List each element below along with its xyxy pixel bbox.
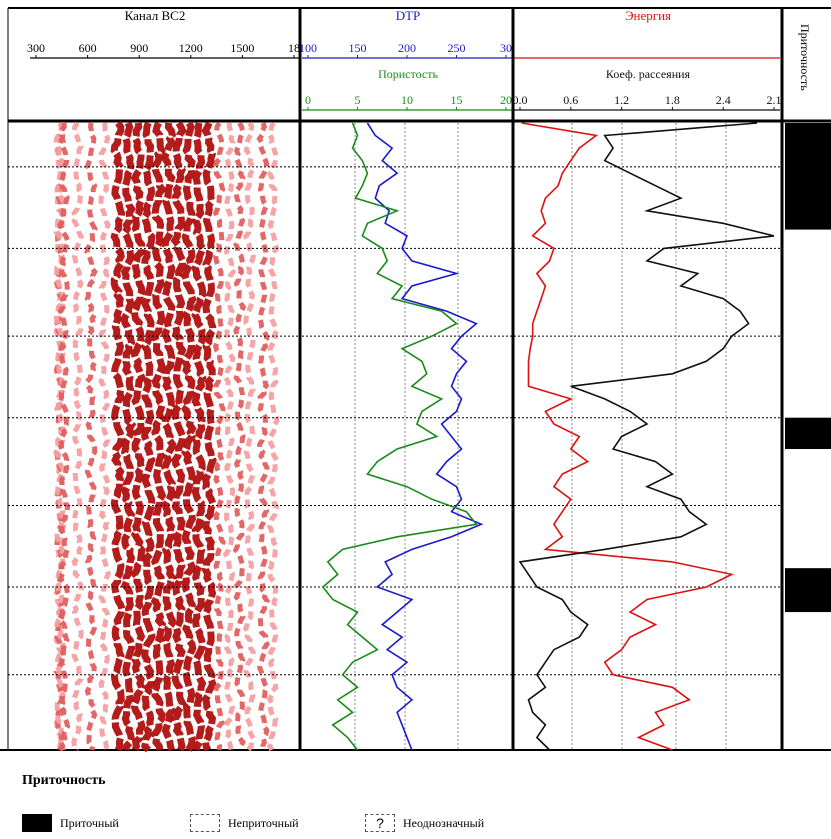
porosity-tick-label: 5 <box>355 93 361 107</box>
track4-title: Приточность <box>798 24 812 91</box>
scatter-coef-tick-label: 2.1 <box>767 93 782 107</box>
track1-tick-label: 300 <box>27 41 45 55</box>
scatter-coef-tick-label: 0.0 <box>513 93 528 107</box>
waveform-trace <box>232 121 247 751</box>
waveform-trace <box>150 121 167 751</box>
legend-label-ambiguous: Неоднозначный <box>403 815 485 830</box>
track1-tick-label: 600 <box>79 41 97 55</box>
track1-tick-label: 1200 <box>179 41 203 55</box>
waveform-trace <box>170 121 187 752</box>
track1-tick-label: 18 <box>288 41 300 55</box>
porosity-tick-label: 10 <box>401 93 413 107</box>
waveform-trace <box>161 122 177 751</box>
dtp-tick-label: 150 <box>349 41 367 55</box>
dtp-tick-label: 200 <box>398 41 416 55</box>
scatter-coef-tick-label: 0.6 <box>563 93 578 107</box>
legend-swatch-ambiguous: ? <box>365 814 395 832</box>
scatter-coef-tick-label: 1.2 <box>614 93 629 107</box>
inflow-interval <box>785 417 831 450</box>
waveform-trace <box>110 121 126 752</box>
waveform-trace <box>57 122 71 752</box>
legend-swatch-inflow <box>22 814 52 832</box>
legend-item-no-inflow: Неприточный <box>190 813 299 833</box>
porosity-curve <box>321 122 478 751</box>
track2-bottom-title: Пористость <box>378 67 438 81</box>
track1-tick-label: 1500 <box>230 41 254 55</box>
legend-label-no-inflow: Неприточный <box>228 815 299 830</box>
log-tracks: 300 600 900 1200 1500 18 100 150 200 250 300 5 10 15 2… <box>0 7 831 753</box>
track1-title: Канал ВС2 <box>125 8 186 23</box>
dtp-curve <box>366 122 484 751</box>
energy-curve <box>521 122 735 751</box>
inflow-interval <box>785 568 831 613</box>
track3-top-title: Энергия <box>625 8 671 23</box>
legend-label-inflow: Приточный <box>60 815 119 830</box>
dtp-tick-label: 30 <box>500 41 512 55</box>
track2-top-title: DTP <box>396 8 421 23</box>
waveform-trace <box>191 122 207 751</box>
waveform-trace <box>140 121 156 753</box>
waveform-trace <box>70 121 85 752</box>
inflow-interval <box>785 123 831 230</box>
scatter-coef-tick-label: 1.8 <box>665 93 680 107</box>
waveform-trace <box>256 122 271 751</box>
waveform-trace <box>222 122 237 751</box>
scatter-coef-curve <box>518 122 775 751</box>
track3-bottom-title: Коеф. рассеяния <box>606 67 691 81</box>
dtp-tick-label: 250 <box>448 41 466 55</box>
legend-title: Приточность <box>22 773 106 788</box>
waveform-trace <box>201 121 217 752</box>
porosity-tick-label: 20 <box>500 93 512 107</box>
legend: Приточность Приточный Неприточный ? Неод… <box>0 753 831 839</box>
waveform-trace <box>130 122 146 752</box>
track1-tick-label: 900 <box>130 41 148 55</box>
legend-item-inflow: Приточный <box>22 813 119 833</box>
waveform-trace <box>181 121 197 752</box>
legend-swatch-no-inflow <box>190 814 220 832</box>
waveform-trace <box>120 121 137 751</box>
waveform-trace <box>84 122 98 751</box>
waveform-trace <box>98 122 111 751</box>
dtp-tick-label: 100 <box>299 41 317 55</box>
porosity-tick-label: 15 <box>451 93 463 107</box>
waveform-trace <box>266 121 280 752</box>
porosity-tick-label: 0 <box>305 93 311 107</box>
legend-item-ambiguous: ? Неоднозначный <box>365 813 484 833</box>
scatter-coef-tick-label: 2.4 <box>716 93 731 107</box>
well-log-chart: Канал ВС2 DTP Пористость Энергия Коеф. р… <box>0 7 831 753</box>
